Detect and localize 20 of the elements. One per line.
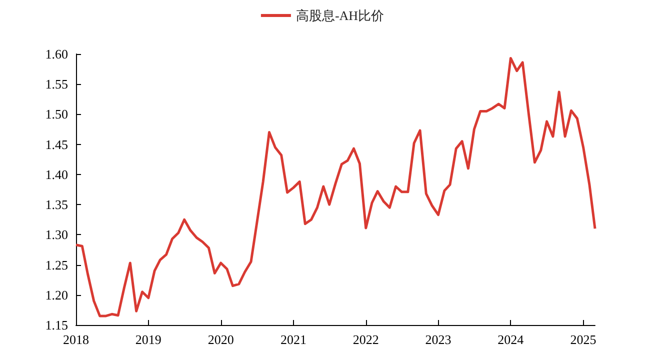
x-tick-label: 2022 [352, 332, 379, 347]
x-tick-label: 2018 [63, 332, 89, 347]
y-tick-label: 1.35 [45, 197, 68, 212]
x-tick-label: 2024 [498, 332, 524, 347]
y-tick-label: 1.15 [45, 318, 68, 332]
y-tick-label: 1.30 [45, 227, 68, 242]
line-series [74, 56, 596, 318]
x-tick-label: 2021 [280, 332, 306, 347]
y-tick-label: 1.60 [45, 46, 68, 62]
x-tick-label: 2025 [570, 332, 596, 347]
y-tick-label: 1.40 [45, 166, 68, 182]
x-tick-label: 2023 [425, 332, 452, 347]
y-tick-label: 1.45 [45, 136, 68, 152]
legend-label: 高股息-AH比价 [296, 8, 384, 23]
x-tick-label: 2020 [208, 332, 234, 347]
y-tick-label: 1.25 [45, 257, 68, 272]
y-tick-label: 1.20 [45, 287, 68, 302]
y-tick-label: 1.50 [45, 106, 68, 122]
x-tick-label: 2019 [135, 332, 162, 347]
y-tick-label: 1.55 [45, 76, 68, 92]
